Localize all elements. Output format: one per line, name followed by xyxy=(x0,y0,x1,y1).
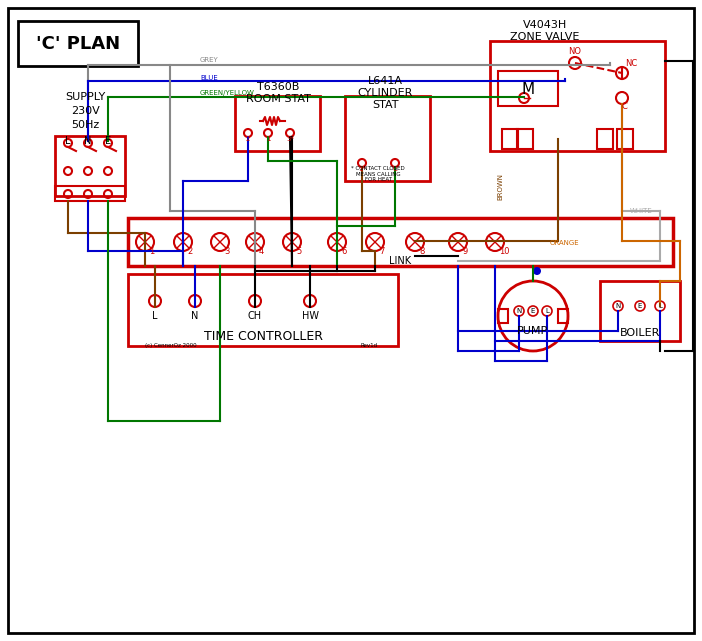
Text: 3: 3 xyxy=(224,247,230,256)
Text: GREEN/YELLOW: GREEN/YELLOW xyxy=(200,90,255,96)
Bar xyxy=(502,129,518,149)
Text: T6360B
ROOM STAT: T6360B ROOM STAT xyxy=(246,82,310,104)
Text: 1*: 1* xyxy=(358,166,366,172)
Text: BOILER: BOILER xyxy=(620,328,660,338)
Text: 3*: 3* xyxy=(286,136,294,142)
Text: * CONTACT CLOSED
MEANS CALLING
FOR HEAT: * CONTACT CLOSED MEANS CALLING FOR HEAT xyxy=(351,166,405,182)
Text: CH: CH xyxy=(248,311,262,321)
Text: N: N xyxy=(84,136,92,146)
Bar xyxy=(235,96,320,151)
Text: C: C xyxy=(392,166,397,172)
Text: 2: 2 xyxy=(187,247,192,256)
Bar xyxy=(597,129,613,149)
Text: E: E xyxy=(531,308,535,314)
Bar xyxy=(55,186,125,201)
Bar xyxy=(517,129,533,149)
Text: NC: NC xyxy=(625,58,637,67)
Text: PUMP: PUMP xyxy=(517,326,549,336)
Text: 4: 4 xyxy=(259,247,264,256)
Text: HW: HW xyxy=(301,311,319,321)
Text: NO: NO xyxy=(569,47,581,56)
Text: (c) CennerOz 2000: (c) CennerOz 2000 xyxy=(145,342,197,347)
Text: M: M xyxy=(522,81,534,97)
Text: N: N xyxy=(192,311,199,321)
Text: E: E xyxy=(105,136,111,146)
Text: 5: 5 xyxy=(296,247,301,256)
Bar xyxy=(128,274,398,346)
Text: BROWN: BROWN xyxy=(497,172,503,199)
Text: L: L xyxy=(65,136,71,146)
Text: 8: 8 xyxy=(419,247,425,256)
Text: L: L xyxy=(545,308,549,314)
Bar xyxy=(128,218,673,266)
Text: ORANGE: ORANGE xyxy=(550,240,580,246)
Text: 10: 10 xyxy=(499,247,510,256)
Bar xyxy=(55,136,125,196)
Bar xyxy=(490,41,665,151)
Bar xyxy=(498,309,508,323)
Text: 9: 9 xyxy=(462,247,468,256)
Text: Rev1d: Rev1d xyxy=(360,342,377,347)
Text: L641A
CYLINDER
STAT: L641A CYLINDER STAT xyxy=(357,76,413,110)
Text: LINK: LINK xyxy=(389,256,411,266)
Bar xyxy=(345,96,430,181)
Text: 1: 1 xyxy=(149,247,154,256)
Text: 1: 1 xyxy=(266,136,270,142)
Text: L: L xyxy=(152,311,158,321)
Text: BLUE: BLUE xyxy=(200,75,218,81)
Circle shape xyxy=(533,267,541,275)
Text: C: C xyxy=(622,101,628,110)
Bar xyxy=(498,71,558,106)
Bar xyxy=(600,281,680,341)
Text: WHITE: WHITE xyxy=(630,208,653,214)
Text: SUPPLY
230V
50Hz: SUPPLY 230V 50Hz xyxy=(65,92,105,130)
Text: 6: 6 xyxy=(341,247,346,256)
Text: GREY: GREY xyxy=(200,57,219,63)
Text: L: L xyxy=(658,303,662,309)
Bar xyxy=(617,129,633,149)
Text: N: N xyxy=(616,303,621,309)
Text: TIME CONTROLLER: TIME CONTROLLER xyxy=(204,329,322,342)
Text: N: N xyxy=(517,308,522,314)
Bar xyxy=(18,21,138,66)
Bar xyxy=(558,309,568,323)
Text: E: E xyxy=(638,303,642,309)
Text: 2: 2 xyxy=(246,136,250,142)
Text: V4043H
ZONE VALVE: V4043H ZONE VALVE xyxy=(510,21,580,42)
Text: 7: 7 xyxy=(379,247,385,256)
Text: 'C' PLAN: 'C' PLAN xyxy=(36,35,120,53)
